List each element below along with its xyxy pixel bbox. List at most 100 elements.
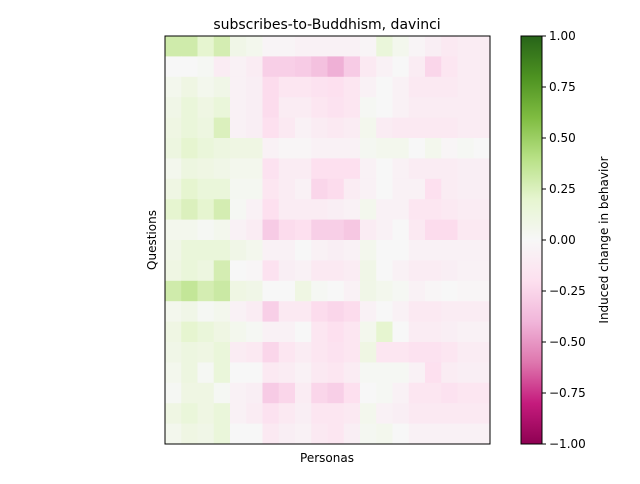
heatmap-cell xyxy=(343,260,361,282)
heatmap-cell xyxy=(230,76,247,98)
heatmap-cell xyxy=(278,36,296,57)
heatmap-cell xyxy=(441,280,458,302)
heatmap-cell xyxy=(197,382,215,404)
heatmap-cell xyxy=(278,240,296,261)
heatmap-cell xyxy=(327,36,345,57)
heatmap-cell xyxy=(295,219,312,241)
heatmap-cell xyxy=(473,76,491,98)
heatmap-cell xyxy=(343,219,361,241)
heatmap-cell xyxy=(165,321,182,343)
heatmap-cell xyxy=(441,342,458,363)
heatmap-cell xyxy=(327,342,345,363)
heatmap-cell xyxy=(311,240,328,261)
heatmap-cell xyxy=(197,117,215,139)
heatmap-cell xyxy=(343,36,361,57)
heatmap-cell xyxy=(262,280,280,302)
heatmap-cell xyxy=(425,117,442,139)
heatmap-cell xyxy=(408,117,426,139)
heatmap-cell xyxy=(295,138,312,159)
heatmap-cell xyxy=(262,117,280,139)
heatmap-cell xyxy=(213,240,231,261)
heatmap-cell xyxy=(213,178,231,200)
heatmap-cell xyxy=(246,240,263,261)
heatmap-cell xyxy=(197,240,215,261)
heatmap-cell xyxy=(425,158,442,180)
heatmap-cell xyxy=(408,36,426,57)
heatmap-cell xyxy=(295,117,312,139)
heatmap-cell xyxy=(213,301,231,322)
heatmap-cell xyxy=(246,178,263,200)
heatmap-cell xyxy=(295,97,312,118)
heatmap-cell xyxy=(262,76,280,98)
heatmap-cell xyxy=(197,158,215,180)
heatmap-cell xyxy=(360,219,377,241)
heatmap-cell xyxy=(165,260,182,282)
heatmap-cell xyxy=(181,56,198,78)
heatmap-cell xyxy=(360,423,377,445)
heatmap-cell xyxy=(392,403,410,424)
heatmap-cell xyxy=(262,403,280,424)
heatmap-cell xyxy=(473,36,491,57)
heatmap-cell xyxy=(311,219,328,241)
heatmap-cell xyxy=(311,280,328,302)
heatmap-cell xyxy=(165,138,182,159)
heatmap-cell xyxy=(425,76,442,98)
heatmap-cell xyxy=(181,219,198,241)
heatmap-cell xyxy=(246,382,263,404)
x-axis-label: Personas xyxy=(300,451,354,465)
heatmap-cell xyxy=(408,403,426,424)
heatmap-cell xyxy=(230,403,247,424)
heatmap-cell xyxy=(376,301,393,322)
heatmap-cell xyxy=(441,97,458,118)
heatmap-cell xyxy=(181,117,198,139)
heatmap-cell xyxy=(295,158,312,180)
heatmap-cell xyxy=(165,178,182,200)
heatmap-cell xyxy=(457,97,475,118)
heatmap-cell xyxy=(278,158,296,180)
heatmap-cell xyxy=(246,199,263,220)
heatmap-cell xyxy=(473,97,491,118)
heatmap-cell xyxy=(262,321,280,343)
heatmap-cell xyxy=(278,117,296,139)
heatmap-cell xyxy=(213,362,231,384)
heatmap-cell xyxy=(425,423,442,445)
heatmap-cell xyxy=(327,138,345,159)
heatmap-cell xyxy=(311,158,328,180)
heatmap-cell xyxy=(230,260,247,282)
heatmap-cell xyxy=(473,301,491,322)
heatmap-cell xyxy=(213,56,231,78)
heatmap-cell xyxy=(392,199,410,220)
heatmap-cell xyxy=(343,321,361,343)
heatmap-cell xyxy=(295,403,312,424)
heatmap-cell xyxy=(392,117,410,139)
heatmap-cell xyxy=(213,342,231,363)
heatmap-cell xyxy=(425,178,442,200)
heatmap-cell xyxy=(295,423,312,445)
heatmap-cell xyxy=(392,97,410,118)
heatmap-cell xyxy=(408,56,426,78)
heatmap-cell xyxy=(181,260,198,282)
heatmap-cell xyxy=(181,158,198,180)
heatmap-cell xyxy=(360,280,377,302)
heatmap-cell xyxy=(197,76,215,98)
colorbar-tick-label: 1.00 xyxy=(549,29,576,43)
heatmap-cell xyxy=(360,362,377,384)
heatmap-cell xyxy=(425,36,442,57)
heatmap-cell xyxy=(230,301,247,322)
heatmap-cell xyxy=(230,280,247,302)
heatmap-cell xyxy=(360,260,377,282)
heatmap-cell xyxy=(376,138,393,159)
heatmap-cell xyxy=(360,158,377,180)
heatmap-cell xyxy=(295,260,312,282)
heatmap-cell xyxy=(441,219,458,241)
heatmap-cell xyxy=(278,97,296,118)
heatmap-cell xyxy=(295,199,312,220)
heatmap-cell xyxy=(165,382,182,404)
heatmap-cell xyxy=(376,76,393,98)
heatmap-cell xyxy=(181,138,198,159)
heatmap-cell xyxy=(441,240,458,261)
heatmap-cell xyxy=(360,138,377,159)
heatmap-cell xyxy=(392,56,410,78)
heatmap-cell xyxy=(230,240,247,261)
heatmap-cell xyxy=(213,321,231,343)
